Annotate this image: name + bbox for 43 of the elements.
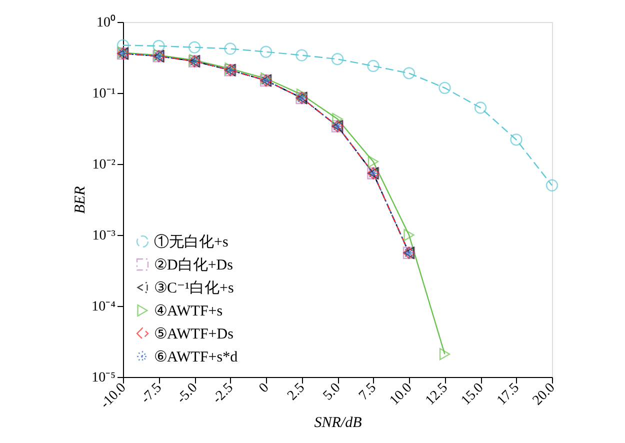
- x-tick-label: 2.5: [284, 380, 308, 404]
- point: [152, 40, 165, 52]
- legend-label: ⑥AWTF+s*d: [154, 350, 238, 366]
- y-axis-title: BER: [72, 186, 89, 214]
- point: [260, 46, 272, 58]
- point: [546, 179, 558, 192]
- legend-label: ③C⁻¹白化+s: [154, 280, 234, 296]
- legend-label: ①无白化+s: [154, 234, 228, 250]
- point: [116, 39, 130, 52]
- point: [296, 49, 308, 62]
- point: [368, 156, 379, 168]
- x-tick-label: -2.5: [210, 380, 236, 407]
- y-tick-label: 10⁰: [96, 14, 116, 30]
- point: [188, 41, 201, 54]
- point: [438, 82, 451, 94]
- legend-label: ④AWTF+s: [154, 304, 223, 320]
- x-tick-label: 5.0: [320, 380, 344, 404]
- point: [510, 134, 522, 146]
- y-tick-label: 10⁻¹: [92, 86, 116, 102]
- legend-label: ②D白化+Ds: [154, 256, 234, 274]
- point: [332, 112, 343, 126]
- point: [439, 348, 450, 360]
- x-tick-label: 12.5: [422, 380, 451, 408]
- point: [404, 228, 414, 242]
- y-tick-label: 10⁻³: [92, 228, 116, 244]
- y-tick-label: 10⁻⁴: [92, 300, 116, 314]
- x-tick-label: 15.0: [458, 380, 487, 408]
- legend-label: ⑤AWTF+Ds: [154, 326, 234, 342]
- point: [367, 60, 380, 72]
- x-tick-label: 7.5: [356, 380, 380, 404]
- point: [474, 102, 487, 114]
- x-tick-label: 17.5: [494, 380, 522, 408]
- point: [402, 67, 416, 80]
- x-axis-title: SNR/dB: [314, 415, 362, 432]
- x-tick-label: -7.5: [138, 380, 165, 407]
- point: [296, 88, 308, 101]
- x-tick-label: 20.0: [530, 380, 558, 408]
- point: [331, 53, 344, 66]
- y-tick-label: 10⁻²: [92, 158, 116, 172]
- x-tick-label: -5.0: [174, 380, 201, 407]
- x-tick-label: 10.0: [387, 380, 416, 408]
- x-tick-label: 0: [256, 380, 272, 396]
- point: [224, 42, 236, 55]
